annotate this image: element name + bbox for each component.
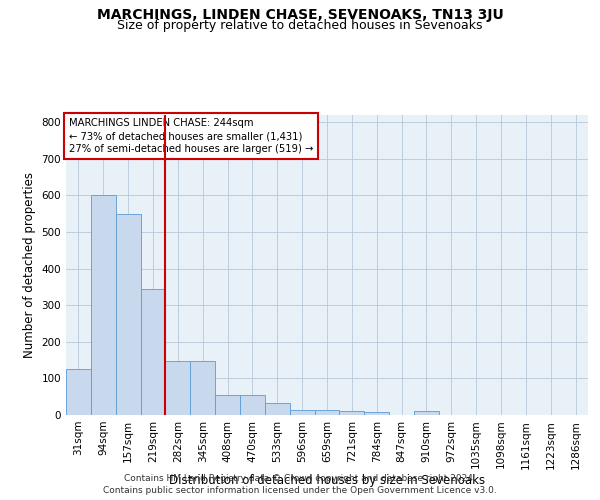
X-axis label: Distribution of detached houses by size in Sevenoaks: Distribution of detached houses by size … [169,474,485,487]
Bar [215,395,240,415]
Bar [265,404,290,415]
Y-axis label: Number of detached properties: Number of detached properties [23,172,36,358]
Text: MARCHINGS, LINDEN CHASE, SEVENOAKS, TN13 3JU: MARCHINGS, LINDEN CHASE, SEVENOAKS, TN13… [97,8,503,22]
Bar [314,410,340,415]
Bar [364,412,389,415]
Bar [340,410,364,415]
Text: MARCHINGS LINDEN CHASE: 244sqm
← 73% of detached houses are smaller (1,431)
27% : MARCHINGS LINDEN CHASE: 244sqm ← 73% of … [68,118,313,154]
Bar [190,361,215,415]
Text: Size of property relative to detached houses in Sevenoaks: Size of property relative to detached ho… [117,18,483,32]
Bar [414,412,439,415]
Bar [91,196,116,415]
Bar [116,214,140,415]
Bar [240,395,265,415]
Text: Contains HM Land Registry data © Crown copyright and database right 2024.
Contai: Contains HM Land Registry data © Crown c… [103,474,497,495]
Bar [290,410,314,415]
Bar [66,370,91,415]
Bar [140,289,166,415]
Bar [166,361,190,415]
